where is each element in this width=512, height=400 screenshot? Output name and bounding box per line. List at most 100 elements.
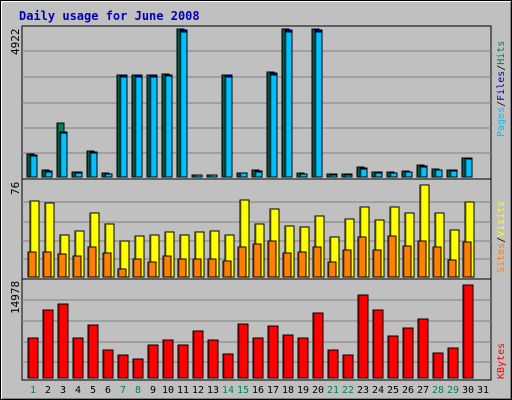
bar-kbytes-day-29 xyxy=(447,347,459,379)
bar-kbytes-day-5 xyxy=(87,324,99,379)
bar-sites-day-16 xyxy=(252,243,262,278)
day-label-9: 9 xyxy=(150,385,156,396)
day-label-16: 16 xyxy=(252,385,264,396)
day-label-25: 25 xyxy=(387,385,399,396)
bar-sites-day-2 xyxy=(42,251,52,278)
bar-kbytes-day-27 xyxy=(417,318,429,379)
bar-pages-day-16 xyxy=(254,171,263,178)
y-max-label-pages: 4922 xyxy=(9,29,22,56)
legend-entry: Sites xyxy=(496,243,507,273)
bar-kbytes-day-6 xyxy=(102,349,114,379)
day-label-19: 19 xyxy=(297,385,309,396)
bar-sites-day-23 xyxy=(357,236,367,278)
day-label-3: 3 xyxy=(60,385,66,396)
bar-sites-day-26 xyxy=(402,245,412,278)
bar-sites-day-17 xyxy=(267,240,277,278)
bar-pages-day-18 xyxy=(284,31,293,178)
bar-sites-day-27 xyxy=(417,240,427,278)
bar-sites-day-9 xyxy=(147,261,157,278)
bar-pages-day-12 xyxy=(194,174,203,178)
day-label-20: 20 xyxy=(312,385,324,396)
bar-pages-day-30 xyxy=(464,158,473,178)
bar-pages-day-25 xyxy=(389,172,398,178)
bar-pages-day-23 xyxy=(359,168,368,178)
legend-entry: Visits xyxy=(496,201,507,237)
bar-kbytes-day-22 xyxy=(342,354,354,379)
legend-entry: / xyxy=(496,237,507,243)
bar-kbytes-day-21 xyxy=(327,349,339,379)
bar-kbytes-day-24 xyxy=(372,309,384,379)
day-label-14: 14 xyxy=(222,385,234,396)
bar-pages-day-3 xyxy=(59,132,68,178)
y-max-label-kbytes: 14978 xyxy=(9,281,22,314)
bar-pages-day-9 xyxy=(149,76,158,178)
chart-title: Daily usage for June 2008 xyxy=(19,9,200,23)
bar-sites-day-8 xyxy=(132,258,142,278)
bar-sites-day-7 xyxy=(117,268,127,278)
bar-sites-day-14 xyxy=(222,260,232,278)
bar-pages-day-17 xyxy=(269,74,278,178)
bar-sites-day-15 xyxy=(237,246,247,278)
day-label-22: 22 xyxy=(342,385,354,396)
bar-pages-day-29 xyxy=(449,170,458,178)
bar-kbytes-day-18 xyxy=(282,334,294,379)
bar-sites-day-10 xyxy=(162,255,172,278)
day-label-8: 8 xyxy=(135,385,141,396)
bar-sites-day-18 xyxy=(282,252,292,278)
day-label-31: 31 xyxy=(477,385,489,396)
bar-kbytes-day-13 xyxy=(207,339,219,379)
day-label-15: 15 xyxy=(237,385,249,396)
day-label-27: 27 xyxy=(417,385,429,396)
bar-kbytes-day-4 xyxy=(72,337,84,379)
legend-visits-sites: Sites/Visits xyxy=(496,201,507,273)
bar-pages-day-27 xyxy=(419,166,428,178)
day-label-24: 24 xyxy=(372,385,384,396)
bar-kbytes-day-20 xyxy=(312,312,324,379)
y-max-label-visits: 76 xyxy=(9,182,22,195)
day-label-6: 6 xyxy=(105,385,111,396)
bar-pages-day-2 xyxy=(44,171,53,178)
bar-kbytes-day-17 xyxy=(267,325,279,379)
legend-entry: Hits xyxy=(496,41,507,65)
bar-sites-day-1 xyxy=(27,251,37,278)
bar-sites-day-25 xyxy=(387,235,397,278)
bar-pages-day-6 xyxy=(104,173,113,178)
day-label-7: 7 xyxy=(120,385,126,396)
day-label-26: 26 xyxy=(402,385,414,396)
bar-pages-day-15 xyxy=(239,172,248,178)
bar-kbytes-day-9 xyxy=(147,344,159,379)
bar-kbytes-day-1 xyxy=(27,337,39,379)
bar-pages-day-5 xyxy=(89,152,98,178)
day-label-4: 4 xyxy=(75,385,81,396)
bar-kbytes-day-10 xyxy=(162,339,174,379)
bar-kbytes-day-26 xyxy=(402,327,414,379)
bar-kbytes-day-12 xyxy=(192,330,204,379)
day-label-23: 23 xyxy=(357,385,369,396)
legend-kbytes: KBytes xyxy=(496,343,507,379)
bar-kbytes-day-28 xyxy=(432,352,444,379)
day-label-10: 10 xyxy=(162,385,174,396)
legend-pages-files-hits: Pages/Files/Hits xyxy=(496,41,507,137)
bar-sites-day-6 xyxy=(102,252,112,278)
bar-sites-day-22 xyxy=(342,249,352,278)
bar-pages-day-7 xyxy=(119,76,128,178)
bar-kbytes-day-19 xyxy=(297,337,309,379)
bar-kbytes-day-25 xyxy=(387,335,399,379)
bar-kbytes-day-3 xyxy=(57,303,69,379)
bar-kbytes-day-2 xyxy=(42,309,54,379)
bars xyxy=(26,28,475,379)
legends: Pages/Files/Hits Sites/Visits KBytes xyxy=(496,41,507,379)
bar-pages-day-4 xyxy=(74,172,83,178)
bar-pages-day-19 xyxy=(299,173,308,178)
day-label-28: 28 xyxy=(432,385,444,396)
bar-kbytes-day-23 xyxy=(357,294,369,379)
bar-kbytes-day-15 xyxy=(237,323,249,379)
bar-kbytes-day-16 xyxy=(252,337,264,379)
bar-sites-day-21 xyxy=(327,261,337,278)
bar-pages-day-14 xyxy=(224,76,233,178)
day-label-11: 11 xyxy=(177,385,189,396)
day-label-5: 5 xyxy=(90,385,96,396)
bar-pages-day-22 xyxy=(344,174,353,178)
